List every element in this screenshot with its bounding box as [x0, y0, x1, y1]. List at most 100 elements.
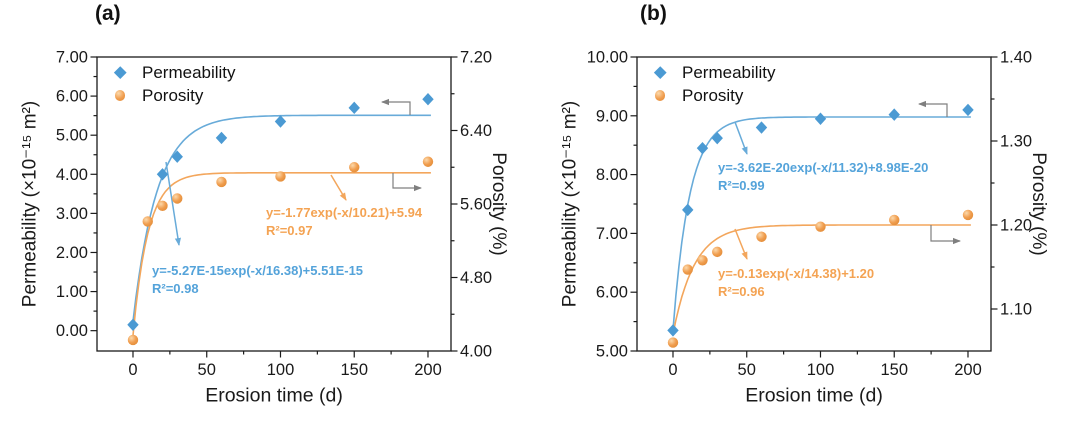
data-point-sphere: [697, 255, 708, 266]
permeability-series: [667, 103, 974, 337]
data-point-sphere: [172, 193, 183, 204]
legend-label: Permeability: [682, 62, 776, 82]
tick-label: 100: [267, 361, 295, 379]
tick-label: 10.00: [587, 49, 628, 67]
porosity-sphere-icon: [654, 90, 666, 101]
legend-item-permeability: Permeability: [652, 61, 776, 84]
chart-b: 0 50 100 150 200 5.00 6.00 7.00 8.00 9.00 10.00 1.1…: [587, 49, 1032, 380]
data-point-sphere: [756, 231, 767, 242]
tick-label: 4.80: [460, 269, 492, 287]
data-point-diamond: [274, 115, 287, 128]
tick-label: 100: [807, 361, 835, 379]
permeability-annotation-arrow: [734, 121, 748, 155]
tick-label: 1.10: [1000, 301, 1032, 319]
data-point-diamond: [682, 203, 694, 217]
panel-label-a: (a): [95, 2, 121, 25]
data-point-diamond: [667, 324, 679, 337]
legend: Permeability Porosity: [112, 61, 236, 107]
tick-label: 7.20: [460, 49, 492, 67]
porosity-axis-pointer-arrow: [392, 173, 422, 192]
x-axis-title: Erosion time (d): [745, 384, 883, 407]
tick-label: 7.00: [56, 49, 88, 67]
data-point-sphere: [142, 216, 153, 227]
permeability-series: [127, 93, 434, 332]
data-point-diamond: [156, 168, 169, 181]
fit-equation: y=-0.13exp(-x/14.38)+1.20: [718, 266, 875, 281]
data-point-diamond: [888, 108, 900, 121]
tick-label: 5.00: [56, 127, 88, 145]
tick-label: 6.00: [56, 88, 88, 106]
tick-label: 1.00: [56, 283, 88, 301]
data-point-sphere: [667, 337, 679, 348]
tick-label: 6.00: [596, 284, 628, 302]
porosity-annotation-arrow: [734, 228, 748, 260]
panel-b: 0 50 100 150 200 5.00 6.00 7.00 8.00 9.00 10.00 1.1…: [540, 0, 1080, 423]
data-point-diamond: [215, 131, 228, 145]
permeability-axis-pointer-arrow: [918, 100, 948, 117]
permeability-diamond-icon: [653, 66, 667, 79]
axis-pointer-arrows: [918, 100, 961, 245]
tick-label: 3.00: [56, 205, 88, 223]
tick-label: 50: [738, 361, 756, 379]
tick-label: 5.60: [460, 196, 492, 214]
data-point-diamond: [348, 101, 360, 115]
chart-a: 0 50 100 150 200 0.00 1.00 2.00 3.00 4.00 5.00 6.00…: [56, 49, 492, 380]
right-axis-title: Porosity (%): [488, 152, 509, 256]
fit-r2: R²=0.98: [152, 281, 199, 296]
tick-labels: 0 50 100 150 200 0.00 1.00 2.00 3.00 4.00 5.00 6.00…: [56, 49, 492, 380]
fit-equation: y=-5.27E-15exp(-x/16.38)+5.51E-15: [152, 263, 364, 278]
panel-a: 0 50 100 150 200 0.00 1.00 2.00 3.00 4.00 5.00 6.00…: [19, 2, 510, 407]
left-axis-title: Permeability (×10⁻¹⁵ m²): [19, 100, 41, 308]
tick-label: 6.40: [460, 122, 492, 140]
permeability-fit-annotation: y=-3.62E-20exp(-x/11.32)+8.98E-20 R²=0.9…: [718, 159, 928, 195]
data-point-diamond: [814, 112, 827, 125]
tick-labels: 0 50 100 150 200 5.00 6.00 7.00 8.00 9.00 10.00 1.1…: [587, 49, 1032, 380]
data-point-sphere: [216, 176, 227, 188]
porosity-series: [667, 209, 974, 348]
data-point-sphere: [157, 200, 168, 212]
data-point-sphere: [889, 214, 900, 226]
panel-label-b: (b): [640, 2, 667, 25]
data-point-diamond: [711, 131, 723, 145]
left-axis-title: Permeability (×10⁻¹⁵ m²): [559, 100, 581, 308]
tick-label: 9.00: [596, 107, 628, 125]
tick-label: 200: [414, 361, 442, 379]
fit-equation: y=-3.62E-20exp(-x/11.32)+8.98E-20: [718, 160, 929, 175]
data-point-sphere: [275, 171, 286, 182]
annotation-arrows: [165, 161, 347, 246]
data-point-sphere: [127, 334, 139, 346]
tick-label: 200: [954, 361, 982, 379]
data-point-diamond: [696, 141, 709, 155]
porosity-sphere-icon: [114, 90, 126, 101]
legend-label: Porosity: [142, 85, 204, 105]
plot-frame: [96, 56, 452, 352]
tick-label: 0: [128, 361, 137, 379]
permeability-annotation-arrow: [165, 161, 181, 246]
tick-label: 50: [198, 361, 216, 379]
tick-label: 8.00: [596, 166, 628, 184]
tick-label: 4.00: [56, 166, 88, 184]
permeability-diamond-icon: [113, 66, 127, 79]
data-point-diamond: [962, 103, 974, 117]
legend-item-porosity: Porosity: [652, 84, 776, 107]
fit-equation: y=-1.77exp(-x/10.21)+5.94: [266, 205, 423, 220]
tick-label: 0.00: [56, 322, 88, 340]
data-point-diamond: [127, 318, 139, 332]
data-point-diamond: [422, 93, 434, 106]
tick-label: 0: [668, 361, 677, 379]
tick-label: 1.40: [1000, 49, 1032, 67]
fit-r2: R²=0.99: [718, 178, 765, 193]
tick-label: 2.00: [56, 244, 88, 262]
fit-r2: R²=0.96: [718, 284, 765, 299]
permeability-fit-curve: [132, 114, 431, 322]
tick-label: 4.00: [460, 343, 492, 361]
porosity-fit-annotation: y=-1.77exp(-x/10.21)+5.94 R²=0.97: [266, 204, 422, 240]
x-axis-title: Erosion time (d): [205, 384, 343, 407]
legend-label: Porosity: [682, 85, 744, 105]
axis-pointer-arrows: [381, 98, 422, 192]
tick-label: 150: [880, 361, 908, 379]
porosity-series: [127, 156, 434, 346]
data-point-sphere: [962, 209, 974, 221]
data-point-diamond: [755, 121, 768, 134]
